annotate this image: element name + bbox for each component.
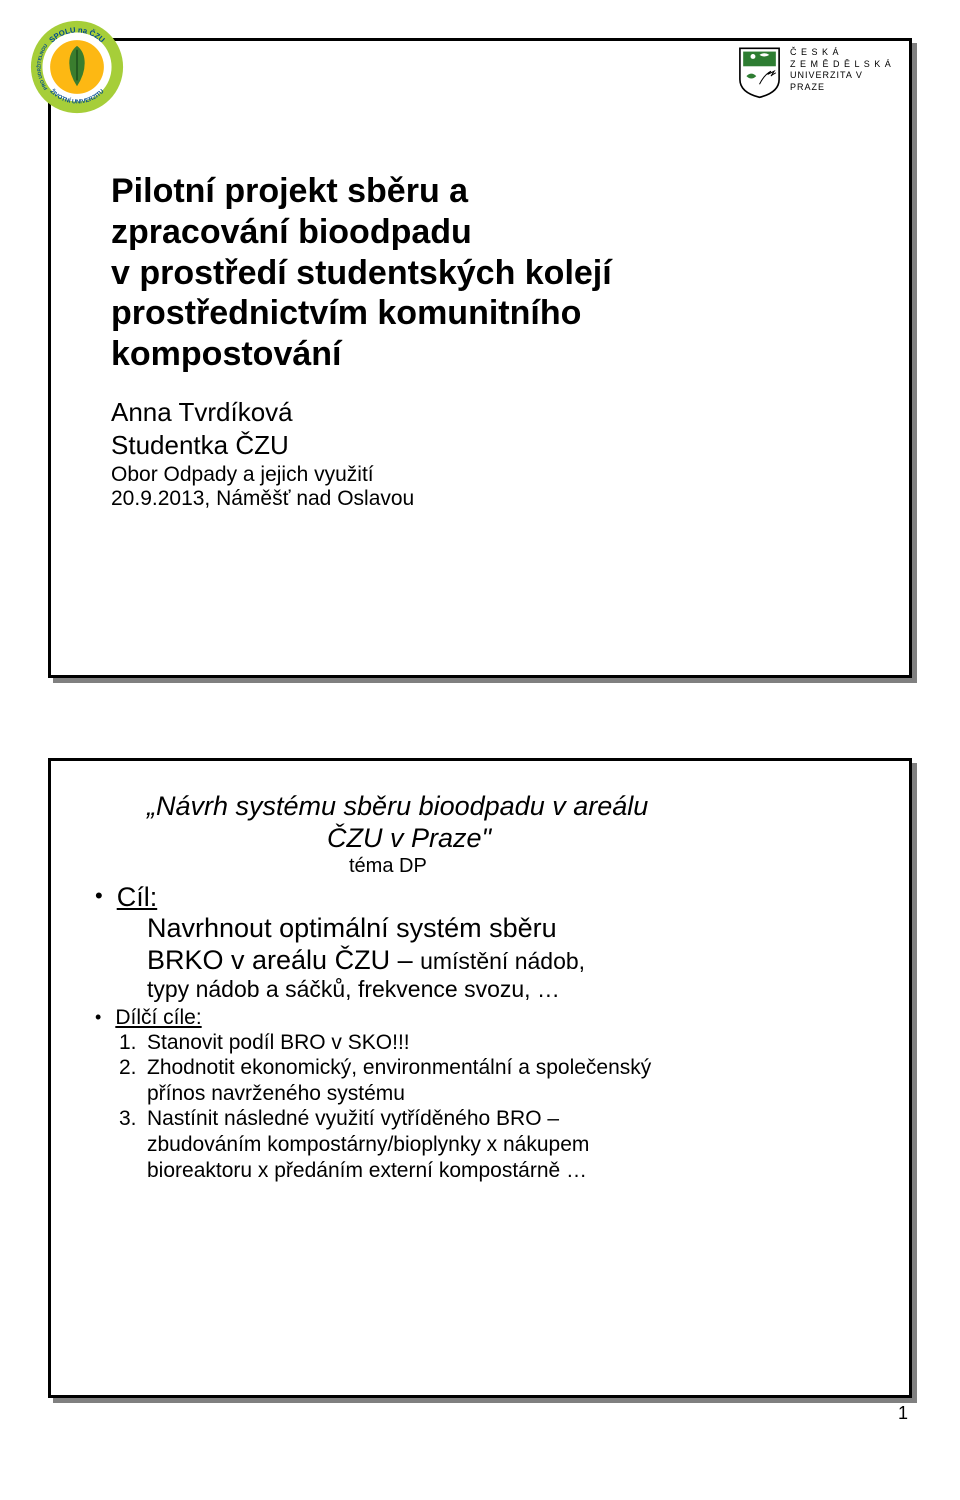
quote-line-1: „Návrh systému sběru bioodpadu v areálu <box>147 791 871 823</box>
cil-l2-a: BRKO v areálu ČZU – <box>147 945 420 975</box>
cil-text: Navrhnout optimální systém sběru BRKO v … <box>147 913 871 1004</box>
item-3-l2: zbudováním kompostárny/bioplynky x nákup… <box>147 1132 589 1158</box>
item-2: 2. Zhodnotit ekonomický, environmentální… <box>119 1055 871 1106</box>
title-line-2: zpracování bioodpadu <box>111 212 849 253</box>
cil-bullet: • Cíl: <box>95 882 871 913</box>
item-2-num: 2. <box>119 1055 139 1106</box>
major: Obor Odpady a jejich využití <box>111 463 849 487</box>
slide-1-frame: SPOLU na ČZU ŽIVOTNÍ UNIVERZITU PRO UDRŽ… <box>48 38 912 678</box>
slide-1-title: Pilotní projekt sběru a zpracování biood… <box>111 171 849 375</box>
tema-dp: téma DP <box>349 855 871 878</box>
title-line-4: prostřednictvím komunitního <box>111 293 849 334</box>
item-3-l1: Nastínit následné využití vytříděného BR… <box>147 1106 589 1132</box>
czu-line3: UNIVERZITA V PRAZE <box>790 70 895 93</box>
bullet-dot-icon: • <box>95 1006 101 1029</box>
dilci-label: Dílčí cíle: <box>115 1006 201 1030</box>
item-3-l3: bioreaktoru x předáním externí kompostár… <box>147 1158 589 1184</box>
item-2-l1: Zhodnotit ekonomický, environmentální a … <box>147 1055 651 1081</box>
slide-1-content: Pilotní projekt sběru a zpracování biood… <box>111 171 849 511</box>
item-1: 1. Stanovit podíl BRO v SKO!!! <box>119 1030 871 1056</box>
title-line-5: kompostování <box>111 334 849 375</box>
item-2-l2: přínos navrženého systému <box>147 1081 651 1107</box>
cil-line-3: typy nádob a sáčků, frekvence svozu, … <box>147 976 871 1003</box>
page-number: 1 <box>898 1403 908 1424</box>
slide-1: SPOLU na ČZU ŽIVOTNÍ UNIVERZITU PRO UDRŽ… <box>0 0 960 720</box>
cil-line-1: Navrhnout optimální systém sběru <box>147 913 871 945</box>
title-line-1: Pilotní projekt sběru a <box>111 171 849 212</box>
bullet-dot-icon: • <box>95 882 103 911</box>
czu-line1: Č E S K Á <box>790 47 895 59</box>
cil-line-2: BRKO v areálu ČZU – umístění nádob, <box>147 945 871 977</box>
czu-logo-icon: Č E S K Á Z E M Ě D Ě L S K Á UNIVERZITA… <box>735 41 895 131</box>
title-line-3: v prostředí studentských kolejí <box>111 253 849 294</box>
dilci-items: 1. Stanovit podíl BRO v SKO!!! 2. Zhodno… <box>119 1030 871 1184</box>
role: Studentka ČZU <box>111 430 849 461</box>
date-place: 20.9.2013, Náměšť nad Oslavou <box>111 487 849 511</box>
czu-line2: Z E M Ě D Ě L S K Á <box>790 59 895 71</box>
slide-2-frame: „Návrh systému sběru bioodpadu v areálu … <box>48 758 912 1398</box>
dp-quote: „Návrh systému sběru bioodpadu v areálu … <box>147 791 871 855</box>
author: Anna Tvrdíková <box>111 397 849 428</box>
item-1-num: 1. <box>119 1030 139 1056</box>
cil-label: Cíl: <box>117 882 158 913</box>
quote-line-2: ČZU v Praze" <box>327 823 871 855</box>
item-3: 3. Nastínit následné využití vytříděného… <box>119 1106 871 1183</box>
cil-l2-b: umístění nádob, <box>420 948 585 974</box>
item-3-num: 3. <box>119 1106 139 1183</box>
spolu-badge-icon: SPOLU na ČZU ŽIVOTNÍ UNIVERZITU PRO UDRŽ… <box>29 19 125 115</box>
slide-2: „Návrh systému sběru bioodpadu v areálu … <box>0 720 960 1470</box>
dilci-bullet: • Dílčí cíle: <box>95 1006 871 1030</box>
item-1-l1: Stanovit podíl BRO v SKO!!! <box>147 1030 410 1056</box>
